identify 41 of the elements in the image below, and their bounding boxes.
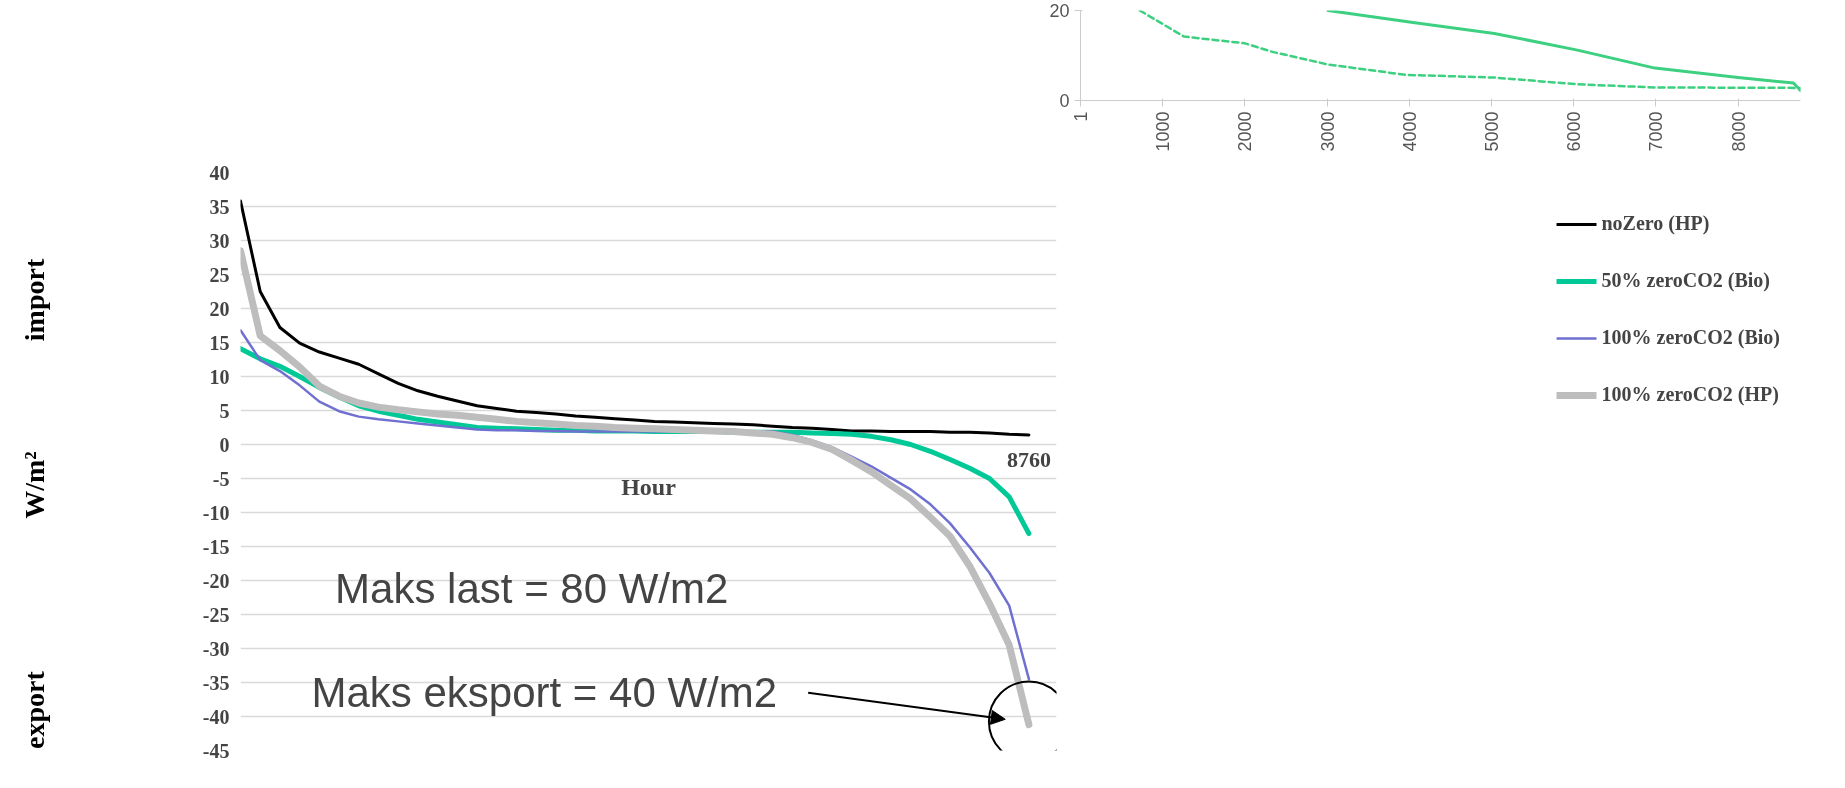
- x-tick-label: 2000: [1235, 111, 1256, 152]
- x-tick-label: 8000: [1728, 111, 1749, 152]
- y-tick-label: 25: [209, 263, 230, 286]
- y-tick-label: 15: [209, 331, 230, 354]
- y-tick-label: 0: [219, 433, 230, 456]
- y-tick-label: 10: [209, 365, 230, 388]
- y-tick-label: -15: [202, 535, 230, 558]
- annotation: Maks last = 80 W/m2: [335, 565, 729, 613]
- y-tick-label: -30: [202, 637, 230, 660]
- x-tick-label: 1: [1071, 111, 1091, 122]
- x-axis-title: Hour: [621, 473, 677, 500]
- x-tick-label: 1000: [1153, 111, 1174, 152]
- x-tick-label: 7000: [1646, 111, 1667, 152]
- x-tick-label: 5000: [1481, 111, 1502, 152]
- legend-label: 50% zeroCO2 (Bio): [1601, 269, 1770, 292]
- line-series: [240, 199, 1031, 437]
- x-tick-label: 6000: [1564, 111, 1585, 152]
- y-tick-label: 5: [219, 399, 230, 422]
- x-tick-label: 4000: [1399, 111, 1420, 152]
- y-tick-label: -45: [202, 739, 230, 762]
- y-tick-label: 20: [1049, 1, 1070, 21]
- y-tick-label: -5: [212, 467, 230, 490]
- y-tick-label: 40: [209, 161, 230, 184]
- y-tick-label: 35: [209, 195, 230, 218]
- y-tick-label: 0: [1059, 91, 1070, 111]
- text: export: [18, 670, 51, 751]
- y-tick-label: -20: [202, 569, 230, 592]
- legend-label: 100% zeroCO2 (HP): [1601, 383, 1779, 406]
- x-tick-label: 8760: [1006, 446, 1051, 472]
- y-tick-label: 30: [209, 229, 230, 252]
- y-tick-label: -10: [202, 501, 230, 524]
- annotation: Maks eksport = 40 W/m2: [311, 669, 778, 717]
- y-axis-title: W/m²: [18, 450, 51, 521]
- y-tick-label: -25: [202, 603, 230, 626]
- y-tick-label: -40: [202, 705, 230, 728]
- text: import: [18, 257, 51, 344]
- x-tick-label: 3000: [1317, 111, 1338, 152]
- y-tick-label: -35: [202, 671, 230, 694]
- y-tick-label: 20: [209, 297, 230, 320]
- legend-label: noZero (HP): [1601, 212, 1710, 235]
- legend-label: 100% zeroCO2 (Bio): [1601, 326, 1780, 349]
